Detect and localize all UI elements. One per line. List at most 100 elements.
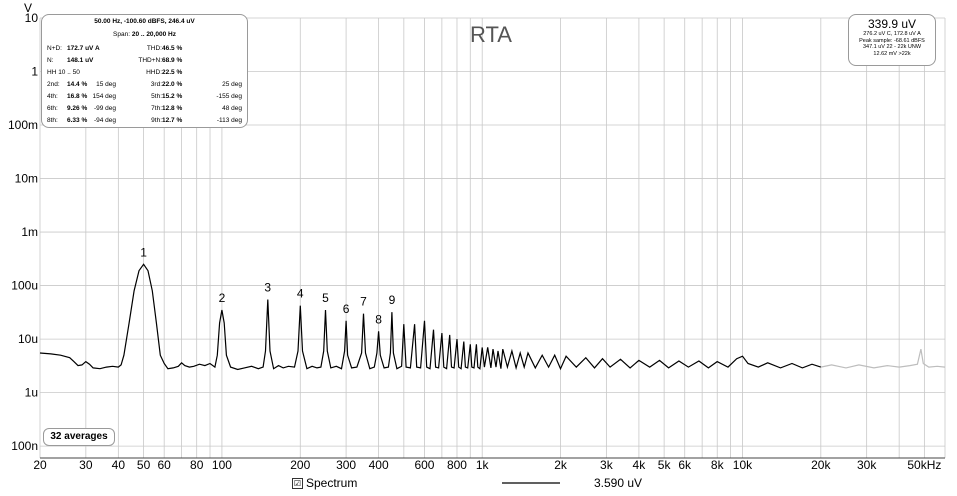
info-cell-l2: 9th: bbox=[151, 117, 162, 124]
harmonic-label: 6 bbox=[343, 302, 350, 316]
y-tick-label: 1m bbox=[21, 225, 38, 239]
spectrum-legend-label: Spectrum bbox=[306, 476, 358, 490]
readout-main: 339.9 uV bbox=[867, 17, 917, 31]
info-cell-p1: -94 deg bbox=[93, 117, 116, 124]
y-tick-label: 10m bbox=[15, 172, 38, 186]
x-tick-label: 5k bbox=[658, 458, 672, 472]
info-cell-l1: N+D: bbox=[47, 45, 62, 52]
x-tick-label: 80 bbox=[190, 458, 204, 472]
info-cell-p1: 154 deg bbox=[92, 93, 117, 100]
info-title: 50.00 Hz, -100.60 dBFS, 246.4 uV bbox=[94, 18, 195, 25]
y-tick-label: 100n bbox=[11, 439, 38, 453]
harmonic-label: 2 bbox=[219, 291, 226, 305]
info-row: 6th: 9.26 % -99 deg 7th: 12.8 % 48 deg bbox=[45, 105, 244, 117]
x-tick-label: 60 bbox=[158, 458, 172, 472]
info-cell-v1: 9.26 % bbox=[67, 105, 88, 112]
averages-badge: 32 averages bbox=[43, 428, 115, 446]
harmonic-label: 8 bbox=[375, 312, 382, 326]
info-row: 8th: 6.33 % -94 deg 9th: 12.7 % -113 deg bbox=[45, 117, 244, 129]
x-tick-label: 40 bbox=[112, 458, 126, 472]
spectrum-legend-toggle[interactable]: ☑ Spectrum bbox=[292, 476, 357, 490]
x-tick-label: 600 bbox=[414, 458, 434, 472]
harmonic-label: 1 bbox=[140, 245, 147, 259]
info-cell-p2: -113 deg bbox=[216, 117, 242, 124]
span-label: Span: bbox=[113, 31, 131, 38]
info-cell-l2: THD+N: bbox=[138, 57, 162, 64]
x-tick-label: 20k bbox=[811, 458, 831, 472]
info-cell-l2: 7th: bbox=[151, 105, 162, 112]
info-cell-l1: HH 10 .. 50 bbox=[47, 69, 80, 76]
spectrum-line-out-of-band bbox=[820, 348, 946, 369]
x-tick-label: 4k bbox=[633, 458, 647, 472]
info-cell-p2: 25 deg bbox=[222, 81, 242, 88]
x-tick-label: 800 bbox=[447, 458, 467, 472]
spectrum-trace bbox=[39, 263, 946, 371]
harmonic-info-box: 50.00 Hz, -100.60 dBFS, 246.4 uV Span: 2… bbox=[41, 14, 248, 128]
x-tick-label: 10k bbox=[733, 458, 753, 472]
x-tick-label: 400 bbox=[369, 458, 389, 472]
info-cell-l1: 8th: bbox=[47, 117, 58, 124]
info-row: N+D: 172.7 uV A THD: 46.5 % bbox=[45, 45, 244, 57]
info-span: Span: 20 .. 20,000 Hz bbox=[42, 31, 247, 38]
y-tick-label: 10 bbox=[25, 11, 39, 25]
level-readout-box: 339.9 uV 276.2 uV C, 172.8 uV A Peak sam… bbox=[848, 14, 936, 66]
y-unit-label: V bbox=[24, 1, 32, 15]
info-cell-v1: 148.1 uV bbox=[67, 57, 94, 64]
x-tick-label: 200 bbox=[290, 458, 310, 472]
harmonic-label: 9 bbox=[389, 293, 396, 307]
info-cell-v1: 172.7 uV A bbox=[67, 45, 100, 52]
info-cell-v2: 22.5 % bbox=[162, 69, 183, 76]
y-tick-label: 1 bbox=[31, 65, 38, 79]
spectrum-checkbox-icon[interactable]: ☑ bbox=[292, 478, 303, 490]
info-cell-v1: 16.8 % bbox=[67, 93, 88, 100]
x-tick-label: 30 bbox=[79, 458, 93, 472]
info-cell-p1: 15 deg bbox=[96, 81, 116, 88]
y-tick-label: 100m bbox=[8, 118, 38, 132]
spectrum-line bbox=[39, 263, 821, 371]
info-cell-l2: 5th: bbox=[151, 93, 162, 100]
harmonic-label: 7 bbox=[360, 295, 367, 309]
info-row: 4th: 16.8 % 154 deg 5th: 15.2 % -155 deg bbox=[45, 93, 244, 105]
x-tick-label: 20 bbox=[33, 458, 47, 472]
x-tick-label: 6k bbox=[678, 458, 692, 472]
x-tick-label: 8k bbox=[711, 458, 725, 472]
harmonic-label: 3 bbox=[264, 280, 271, 294]
readout-line: Peak sample: -68.61 dBFS bbox=[859, 37, 925, 44]
axis-tick-labels: 20 30 40 50 60 80 100 200 300 400 600 800 1k 2k 3k 4k 5k… bbox=[8, 11, 941, 472]
x-tick-label: 30k bbox=[857, 458, 877, 472]
readout-line: 276.2 uV C, 172.8 uV A bbox=[863, 31, 921, 37]
chart-title: RTA bbox=[470, 22, 512, 47]
info-cell-l2: THD: bbox=[146, 45, 162, 52]
harmonic-label: 5 bbox=[322, 291, 329, 305]
info-cell-p2: -155 deg bbox=[216, 93, 242, 100]
span-value: 20 .. 20,000 Hz bbox=[131, 31, 176, 38]
y-tick-label: 100u bbox=[11, 279, 38, 293]
info-cell-v2: 22.0 % bbox=[162, 81, 183, 88]
info-cell-v2: 68.9 % bbox=[162, 57, 183, 64]
info-cell-l1: 6th: bbox=[47, 105, 58, 112]
info-cell-l2: 3rd: bbox=[150, 81, 162, 88]
y-tick-label: 1u bbox=[25, 386, 38, 400]
info-cell-v2: 12.7 % bbox=[162, 117, 183, 124]
harmonic-label: 4 bbox=[297, 287, 304, 301]
info-row: HH 10 .. 50 HHD: 22.5 % bbox=[45, 69, 244, 81]
info-cell-v1: 6.33 % bbox=[67, 117, 88, 124]
info-cell-l1: 2nd: bbox=[47, 81, 60, 88]
x-tick-label: 2k bbox=[554, 458, 568, 472]
cursor-value: 3.590 uV bbox=[594, 476, 643, 490]
x-tick-label: 50 bbox=[137, 458, 151, 472]
info-row: N: 148.1 uV THD+N: 68.9 % bbox=[45, 57, 244, 69]
info-cell-p2: 48 deg bbox=[222, 105, 242, 112]
info-cell-l1: N: bbox=[47, 57, 54, 64]
x-tick-label: 1k bbox=[476, 458, 490, 472]
info-cell-v1: 14.4 % bbox=[67, 81, 88, 88]
info-row: 2nd: 14.4 % 15 deg 3rd: 22.0 % 25 deg bbox=[45, 81, 244, 93]
readout-line: 12.62 mV >22k bbox=[873, 50, 911, 57]
info-cell-p1: -99 deg bbox=[93, 105, 116, 112]
info-cell-l1: 4th: bbox=[47, 93, 58, 100]
info-cell-v2: 15.2 % bbox=[162, 93, 183, 100]
info-cell-v2: 46.5 % bbox=[162, 45, 183, 52]
info-cell-l2: HHD: bbox=[146, 69, 162, 76]
info-cell-v2: 12.8 % bbox=[162, 105, 183, 112]
